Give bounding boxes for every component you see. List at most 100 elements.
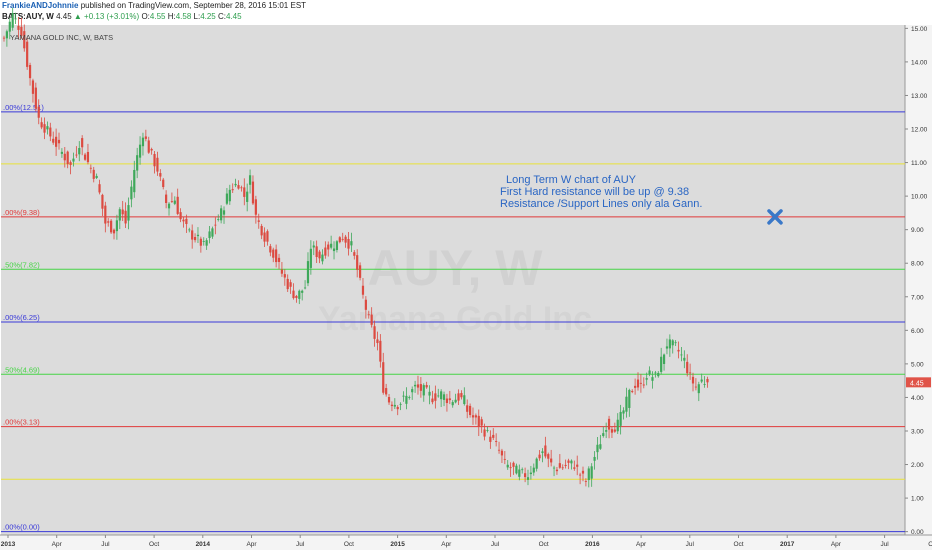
candle-body bbox=[338, 237, 341, 243]
candle-body bbox=[385, 388, 388, 395]
chart-title: YAMANA GOLD INC, W, BATS bbox=[10, 33, 113, 42]
candle-body bbox=[185, 218, 188, 225]
candle-body bbox=[23, 31, 26, 49]
y-tick-label: 10.00 bbox=[911, 194, 928, 201]
candle-body bbox=[214, 224, 217, 226]
candle-body bbox=[173, 200, 176, 204]
candle-body bbox=[471, 415, 475, 418]
open-label: O: bbox=[141, 12, 150, 21]
x-tick-label: Oct bbox=[928, 541, 932, 548]
price-scale bbox=[905, 25, 932, 535]
high-label: H: bbox=[167, 12, 176, 21]
candle-body bbox=[625, 396, 628, 412]
author-link[interactable]: FrankieANDJohnnie bbox=[2, 1, 79, 10]
x-tick-label: Apr bbox=[441, 541, 452, 548]
low-label: L: bbox=[193, 12, 201, 21]
candle-body bbox=[393, 404, 396, 407]
annotation-text-line: Resistance /Support Lines only ala Gann. bbox=[500, 198, 702, 210]
x-tick-label: Apr bbox=[831, 541, 842, 548]
candle-body bbox=[280, 269, 284, 274]
candle-body bbox=[57, 139, 61, 144]
candle-body bbox=[101, 194, 104, 209]
x-tick-label: Jul bbox=[101, 541, 110, 548]
candle-body bbox=[448, 398, 451, 401]
candle-body bbox=[390, 404, 394, 407]
candle-body bbox=[5, 31, 8, 39]
x-mark-icon bbox=[767, 209, 783, 225]
candle-body bbox=[257, 220, 260, 222]
candle-body bbox=[382, 362, 385, 393]
candle-body bbox=[622, 410, 625, 414]
y-tick-label: 14.00 bbox=[911, 59, 928, 66]
candle-body bbox=[176, 196, 179, 214]
candle-body bbox=[191, 230, 194, 240]
candle-body bbox=[43, 124, 46, 133]
x-tick-label: Oct bbox=[539, 541, 549, 548]
candle-body bbox=[697, 384, 700, 394]
candle-body bbox=[225, 193, 229, 204]
candle-body bbox=[75, 154, 78, 156]
candle-body bbox=[671, 340, 674, 346]
candle-body bbox=[115, 220, 119, 232]
x-tick-label: Apr bbox=[246, 541, 257, 548]
low-value: 4.25 bbox=[200, 12, 216, 21]
candle-body bbox=[332, 248, 336, 252]
candle-body bbox=[92, 169, 95, 179]
candle-body bbox=[474, 415, 477, 418]
x-tick-label: Apr bbox=[636, 541, 647, 548]
candle-body bbox=[416, 384, 420, 388]
candle-body bbox=[217, 219, 220, 220]
candle-body bbox=[428, 391, 431, 396]
candle-body bbox=[373, 326, 376, 339]
candle-body bbox=[538, 454, 541, 459]
fib-level-label: .00%(3.13) bbox=[3, 418, 40, 427]
candle-body bbox=[147, 140, 150, 153]
candle-body bbox=[312, 245, 315, 248]
candle-body bbox=[660, 356, 663, 372]
candle-body bbox=[269, 246, 272, 253]
candle-body bbox=[8, 21, 11, 32]
candle-body bbox=[445, 398, 449, 404]
candle-body bbox=[234, 183, 237, 186]
candle-body bbox=[442, 394, 446, 400]
candle-body bbox=[2, 37, 6, 39]
candle-body bbox=[518, 469, 521, 477]
x-tick-label: 2016 bbox=[585, 541, 600, 548]
y-tick-label: 15.00 bbox=[911, 26, 928, 33]
candle-body bbox=[52, 138, 55, 143]
y-tick-label: 13.00 bbox=[911, 93, 928, 100]
candle-body bbox=[634, 385, 637, 388]
candle-body bbox=[570, 460, 573, 464]
plot-area bbox=[1, 25, 905, 535]
fib-level-label: .00%(12.51) bbox=[3, 103, 44, 112]
candle-body bbox=[515, 465, 518, 474]
candle-body bbox=[668, 339, 671, 349]
candle-body bbox=[344, 236, 347, 243]
candle-body bbox=[434, 393, 437, 401]
candle-body bbox=[335, 241, 339, 250]
candle-body bbox=[541, 451, 544, 453]
candle-body bbox=[544, 445, 547, 457]
candle-body bbox=[127, 205, 130, 221]
candle-body bbox=[408, 397, 411, 398]
candle-body bbox=[251, 181, 255, 204]
candle-body bbox=[309, 248, 312, 268]
y-tick-label: 8.00 bbox=[911, 261, 924, 268]
publish-line: FrankieANDJohnnie published on TradingVi… bbox=[2, 0, 930, 11]
x-tick-label: Jul bbox=[491, 541, 500, 548]
y-tick-label: 6.00 bbox=[911, 328, 924, 335]
candle-body bbox=[431, 398, 434, 403]
candle-body bbox=[11, 13, 14, 28]
candle-body bbox=[208, 231, 211, 238]
candle-body bbox=[40, 122, 43, 128]
candle-body bbox=[636, 379, 640, 388]
close-label: C: bbox=[218, 12, 226, 21]
candle-body bbox=[350, 241, 353, 246]
candle-body bbox=[289, 282, 292, 287]
candle-body bbox=[78, 148, 81, 155]
close-value: 4.45 bbox=[226, 12, 242, 21]
y-tick-label: 1.00 bbox=[911, 496, 924, 503]
candle-body bbox=[254, 199, 257, 215]
candle-body bbox=[376, 339, 379, 344]
